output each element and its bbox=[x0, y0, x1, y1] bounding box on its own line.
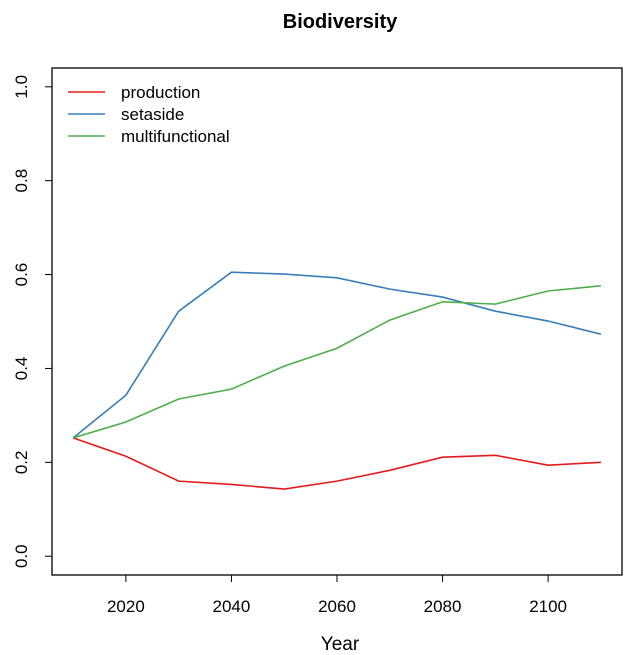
y-tick-label: 0.0 bbox=[12, 544, 31, 568]
x-tick-label: 2080 bbox=[424, 597, 462, 616]
y-tick-label: 0.4 bbox=[12, 357, 31, 381]
x-axis-label: Year bbox=[321, 634, 360, 655]
y-tick-label: 0.6 bbox=[12, 263, 31, 287]
line-series bbox=[72, 285, 601, 439]
line-series bbox=[72, 437, 601, 490]
y-tick-label: 0.8 bbox=[12, 169, 31, 193]
legend-label: multifunctional bbox=[121, 127, 230, 146]
legend-label: setaside bbox=[121, 105, 184, 124]
chart-title: Biodiversity bbox=[283, 11, 398, 33]
y-tick-label: 0.2 bbox=[12, 451, 31, 475]
y-tick-label: 1.0 bbox=[12, 75, 31, 99]
legend-label: production bbox=[121, 83, 200, 102]
x-tick-label: 2060 bbox=[318, 597, 356, 616]
x-tick-label: 2100 bbox=[529, 597, 567, 616]
x-tick-label: 2040 bbox=[213, 597, 251, 616]
line-series bbox=[72, 271, 602, 439]
x-tick-label: 2020 bbox=[107, 597, 145, 616]
